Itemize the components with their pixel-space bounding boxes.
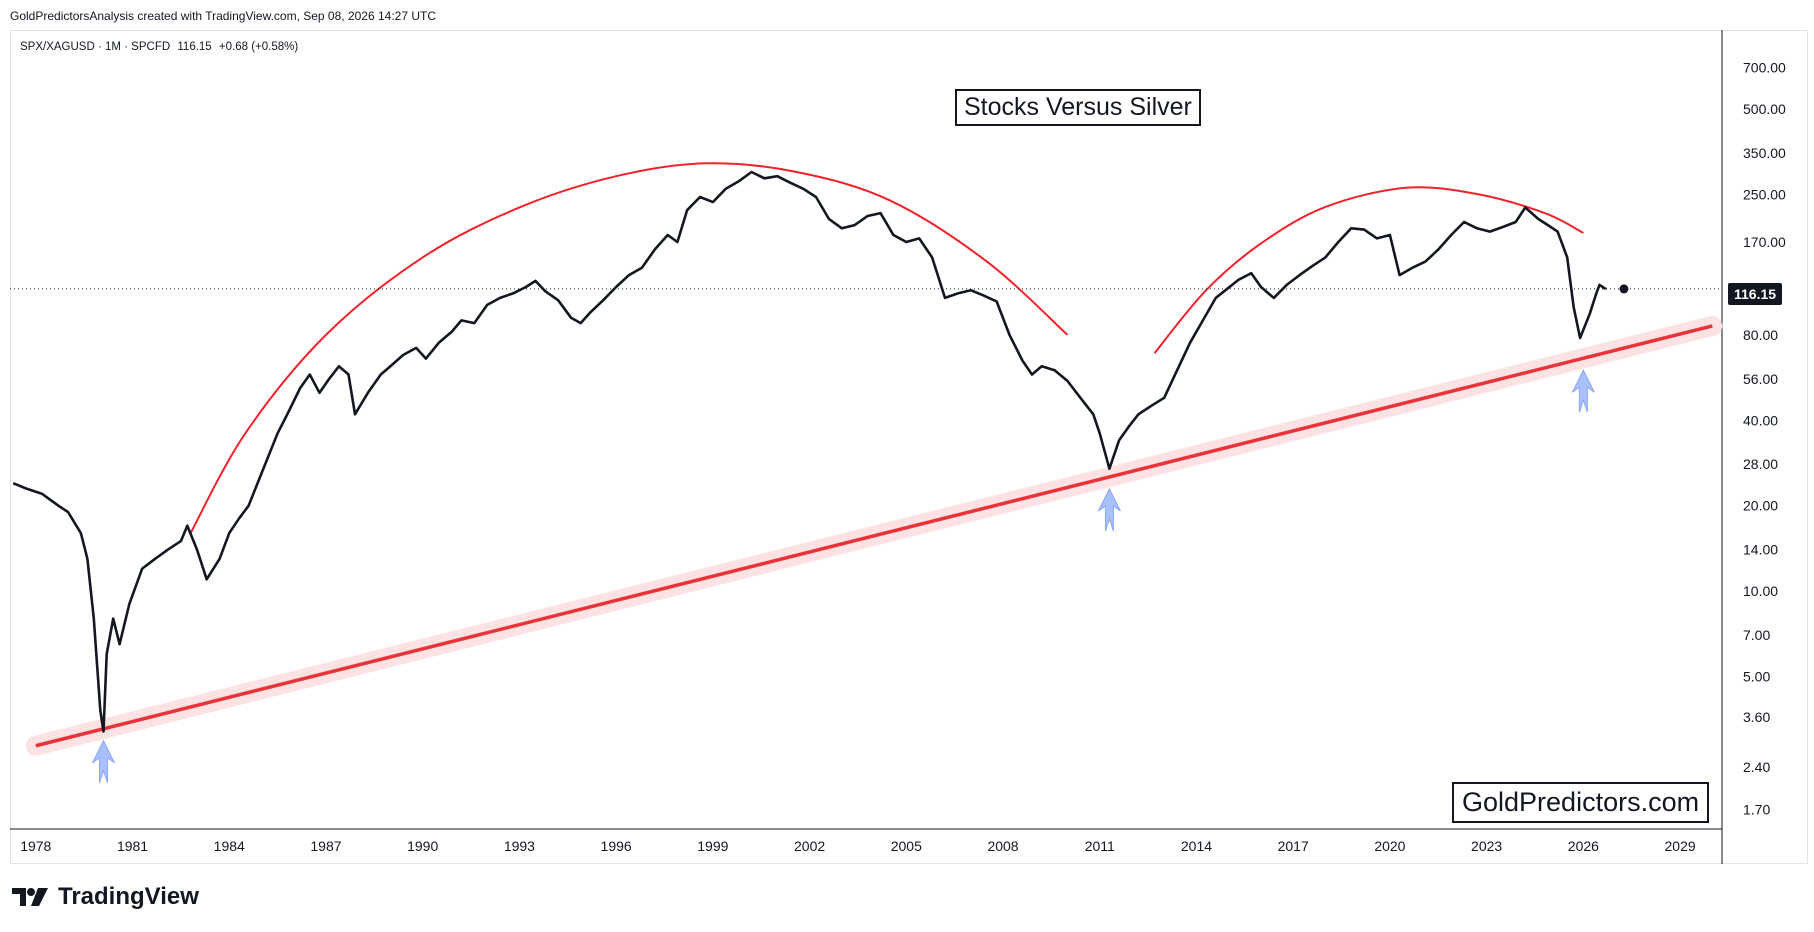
x-tick-label: 2029 bbox=[1665, 838, 1696, 854]
x-tick-label: 1993 bbox=[504, 838, 535, 854]
trend-line bbox=[35, 324, 1713, 748]
symbol-legend[interactable]: SPX/XAGUSD · 1M · SPCFD 116.15 +0.68 (+0… bbox=[20, 41, 302, 53]
x-tick-label: 2026 bbox=[1568, 838, 1599, 854]
chart-frame bbox=[10, 30, 1808, 864]
last-price-dot bbox=[1619, 284, 1629, 294]
y-tick-label: 2.40 bbox=[1743, 759, 1770, 775]
last-value: 116.15 bbox=[177, 41, 212, 53]
x-tick-label: 1999 bbox=[697, 838, 728, 854]
y-tick-label: 3.60 bbox=[1743, 709, 1770, 725]
y-tick-label: 14.00 bbox=[1743, 542, 1778, 558]
bottom-arrows bbox=[92, 369, 1595, 783]
time-axis[interactable]: 1978 1981 1984 1987 1990 1993 1996 1999 2002 2005… bbox=[20, 838, 1696, 854]
x-tick-label: 2017 bbox=[1278, 838, 1309, 854]
cycle-arcs bbox=[189, 162, 1584, 534]
y-tick-label: 40.00 bbox=[1743, 412, 1778, 428]
x-tick-label: 1987 bbox=[310, 838, 341, 854]
symbol-name: SPX/XAGUSD · 1M · SPCFD bbox=[20, 41, 171, 53]
cycle-arc-1 bbox=[189, 162, 1069, 534]
y-tick-label: 20.00 bbox=[1743, 498, 1778, 514]
y-tick-label: 1.70 bbox=[1743, 801, 1770, 817]
change-value: +0.68 (+0.58%) bbox=[218, 41, 299, 53]
x-tick-label: 2002 bbox=[794, 838, 825, 854]
y-tick-label: 5.00 bbox=[1743, 668, 1770, 684]
last-price-label: 116.15 bbox=[1728, 283, 1783, 305]
tradingview-brand[interactable]: TradingView bbox=[12, 883, 199, 911]
y-tick-label: 170.00 bbox=[1743, 234, 1786, 250]
x-tick-label: 2014 bbox=[1181, 838, 1212, 854]
chart-title: Stocks Versus Silver bbox=[955, 89, 1201, 126]
y-tick-label: 250.00 bbox=[1743, 186, 1786, 202]
y-tick-label: 700.00 bbox=[1743, 60, 1786, 76]
y-tick-label: 80.00 bbox=[1743, 327, 1778, 343]
bottom-arrow-icon bbox=[92, 739, 115, 783]
x-tick-label: 2005 bbox=[891, 838, 922, 854]
y-tick-label: 28.00 bbox=[1743, 456, 1778, 472]
x-tick-label: 2020 bbox=[1374, 838, 1405, 854]
cycle-arc-2 bbox=[1153, 186, 1584, 354]
x-tick-label: 1978 bbox=[20, 838, 51, 854]
price-series-line bbox=[12, 170, 1607, 733]
y-tick-label: 500.00 bbox=[1743, 101, 1786, 117]
trend-support-line bbox=[25, 315, 1723, 756]
y-tick-label: 350.00 bbox=[1743, 145, 1786, 161]
y-tick-label: 7.00 bbox=[1743, 627, 1770, 643]
x-tick-label: 1990 bbox=[407, 838, 438, 854]
watermark-label: GoldPredictors.com bbox=[1452, 782, 1710, 823]
x-tick-label: 1984 bbox=[214, 838, 245, 854]
x-tick-label: 1981 bbox=[117, 838, 148, 854]
x-tick-label: 2008 bbox=[987, 838, 1018, 854]
x-tick-label: 2023 bbox=[1471, 838, 1502, 854]
y-tick-label: 10.00 bbox=[1743, 583, 1778, 599]
x-tick-label: 2011 bbox=[1085, 838, 1115, 854]
credit-line: GoldPredictorsAnalysis created with Trad… bbox=[10, 9, 436, 23]
brand-name: TradingView bbox=[58, 883, 199, 910]
y-tick-label: 56.00 bbox=[1743, 371, 1778, 387]
bottom-arrow-icon bbox=[1097, 487, 1121, 532]
tradingview-logo-icon bbox=[12, 888, 48, 906]
price-axis[interactable]: 700.00 500.00 350.00 250.00 170.00 80.00 56.00… bbox=[1743, 60, 1786, 818]
x-tick-label: 1996 bbox=[601, 838, 632, 854]
bottom-arrow-icon bbox=[1571, 369, 1595, 413]
